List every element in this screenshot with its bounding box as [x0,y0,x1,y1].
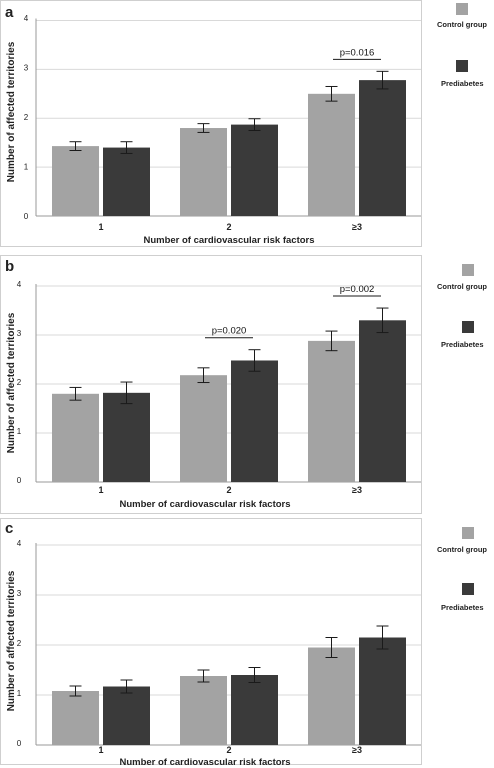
bar-control [180,676,227,745]
y-tick-label: 1 [17,427,22,436]
legend-swatch-control [462,264,474,276]
bar-control [180,375,227,482]
p-value-label: p=0.020 [212,326,247,337]
y-tick-labels: 0 1 2 3 4 [17,280,22,485]
legend-swatch-control [456,3,468,15]
p-value-label: p=0.016 [340,47,375,58]
legend: Control group Prediabetes [437,3,487,88]
y-tick-label: 3 [17,329,22,338]
x-tick-label: 1 [98,745,103,755]
legend-label-control: Control group [437,282,487,291]
x-tick-label: 1 [98,485,103,495]
plot-area: p=0.020 p=0.002 [35,284,421,483]
bar-prediabetes [231,360,278,482]
x-tick-labels: 1 2 ≥3 [98,485,361,495]
panel-c-label: c [5,520,13,537]
bar-control [52,393,99,482]
x-tick-label: ≥3 [352,485,362,495]
y-axis-label: Number of affected territories [6,41,17,182]
panel-c: c Number of affected territories 0 1 2 3… [0,518,487,768]
x-tick-label: 2 [226,745,231,755]
y-tick-label: 2 [24,113,29,122]
y-tick-label: 0 [17,739,22,748]
legend-swatch-prediabetes [462,321,474,333]
bar-control [308,93,355,216]
x-axis-label: Number of cardiovascular risk factors [119,757,290,768]
x-tick-label: 1 [98,222,103,232]
y-tick-label: 1 [24,163,29,172]
x-tick-label: 2 [226,222,231,232]
x-tick-labels: 1 2 ≥3 [98,222,361,232]
panel-b-label: b [5,258,14,275]
y-tick-labels: 0 1 2 3 4 [24,14,29,221]
x-tick-labels: 1 2 ≥3 [98,745,361,755]
x-tick-label: ≥3 [352,745,362,755]
y-tick-labels: 0 1 2 3 4 [17,539,22,748]
legend: Control group Prediabetes [437,527,487,612]
plot-area: p=0.016 [35,18,421,217]
y-tick-label: 3 [17,589,22,598]
bar-control [52,146,99,216]
panel-a-frame [0,0,422,247]
bar-prediabetes [103,392,150,482]
bar-prediabetes [103,147,150,216]
y-tick-label: 2 [17,378,22,387]
x-axis-label: Number of cardiovascular risk factors [119,499,290,510]
bar-control [180,128,227,216]
y-tick-label: 4 [17,539,22,548]
legend-label-control: Control group [437,545,487,554]
y-tick-label: 3 [24,64,29,73]
bar-control [308,340,355,482]
plot-area [35,543,421,746]
y-tick-label: 0 [17,476,22,485]
y-tick-label: 4 [24,14,29,23]
bar-prediabetes [231,675,278,745]
x-tick-label: ≥3 [352,222,362,232]
bar-prediabetes [359,637,406,745]
panel-b: b Number of affected territories 0 1 2 3… [0,255,487,514]
y-axis-label: Number of affected territories [6,570,17,711]
y-tick-label: 1 [17,689,22,698]
legend-label-prediabetes: Prediabetes [441,79,484,88]
legend: Control group Prediabetes [437,264,487,349]
panel-b-frame [0,255,422,514]
x-axis-label: Number of cardiovascular risk factors [143,235,314,246]
legend-swatch-control [462,527,474,539]
legend-swatch-prediabetes [462,583,474,595]
bar-prediabetes [359,80,406,216]
y-tick-label: 4 [17,280,22,289]
bar-prediabetes [103,686,150,745]
panel-a-label: a [5,4,14,21]
bar-prediabetes [231,124,278,216]
bar-prediabetes [359,320,406,482]
x-tick-label: 2 [226,485,231,495]
bar-control [52,691,99,745]
panel-a: a Number of affected territories 0 1 2 3… [0,0,487,247]
legend-label-control: Control group [437,20,487,29]
p-value-label: p=0.002 [340,284,375,295]
y-tick-label: 2 [17,639,22,648]
legend-swatch-prediabetes [456,60,468,72]
y-tick-label: 0 [24,212,29,221]
legend-label-prediabetes: Prediabetes [441,340,484,349]
legend-label-prediabetes: Prediabetes [441,603,484,612]
bar-control [308,647,355,745]
panel-c-frame [0,518,422,765]
y-axis-label: Number of affected territories [6,312,17,453]
